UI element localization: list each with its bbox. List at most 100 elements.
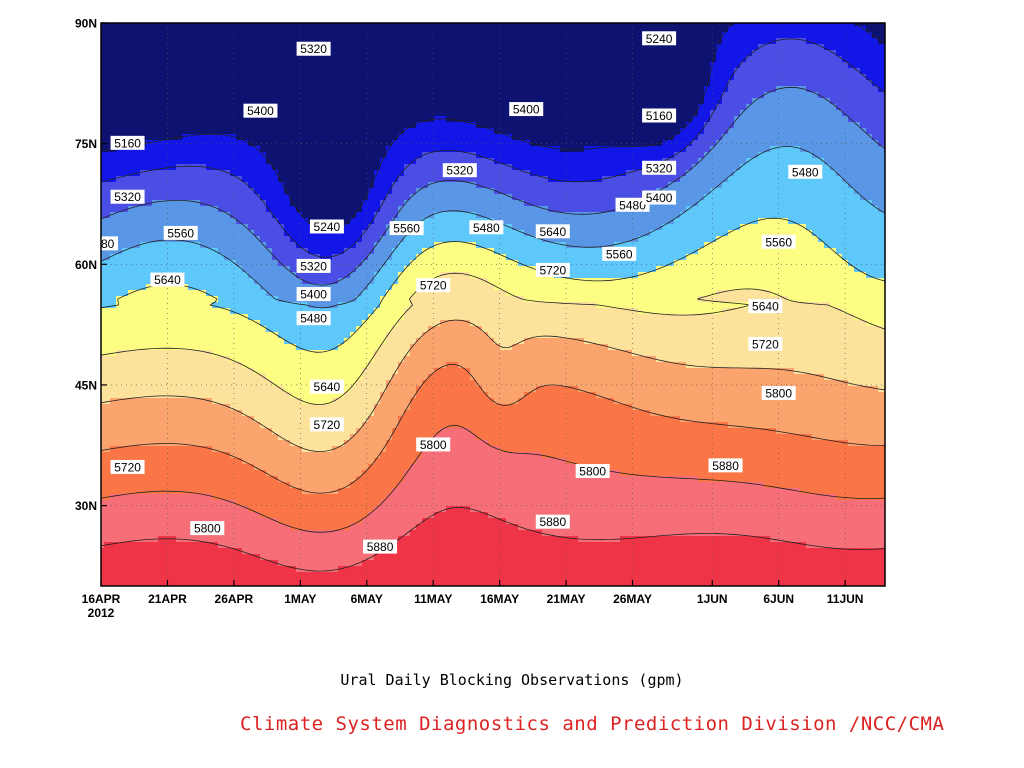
contour-fill-cell [398,56,405,63]
contour-fill-cell [326,38,333,45]
contour-fill-cell [650,23,657,27]
contour-fill-cell [146,164,153,171]
contour-fill-cell [608,194,615,201]
contour-fill-cell [524,230,531,237]
contour-fill-cell [536,170,543,177]
contour-fill-cell [794,44,801,51]
contour-fill-cell [680,128,687,135]
contour-fill-cell [242,182,249,189]
contour-fill-cell [698,194,705,201]
contour-fill-cell [440,50,447,57]
contour-fill-cell [794,152,801,159]
contour-fill-cell [176,218,183,225]
contour-fill-cell [602,224,609,231]
contour-fill-cell [386,152,393,159]
contour-fill-cell [380,62,387,69]
contour-fill-cell [170,146,177,153]
contour-fill-cell [680,158,687,165]
contour-fill-cell [518,80,525,87]
contour-fill-cell [740,68,747,75]
contour-fill-cell [356,23,363,27]
contour-fill-cell [836,110,843,117]
contour-fill-cell [800,218,807,225]
contour-fill-cell [266,200,273,207]
contour-fill-cell [428,62,435,69]
contour-fill-cell [518,188,525,195]
contour-fill-cell [578,44,585,51]
contour-fill-cell [128,110,135,117]
contour-fill-cell [764,50,771,57]
contour-fill-cell [290,164,297,171]
contour-fill-cell [686,230,693,237]
contour-fill-cell [356,242,363,249]
contour-fill-cell [356,98,363,105]
contour-fill-cell [812,92,819,99]
contour-fill-cell [380,170,387,177]
contour-fill-cell [818,122,825,129]
contour-fill-cell [284,104,291,111]
contour-fill-cell [758,104,765,111]
contour-fill-cell [470,38,477,45]
contour-fill-cell [662,134,669,141]
contour-fill-cell [452,188,459,195]
contour-fill-cell [740,188,747,195]
contour-fill-cell [452,146,459,153]
contour-fill-cell [410,86,417,93]
contour-fill-cell [290,236,297,243]
contour-fill-cell [218,164,225,171]
contour-fill-cell [326,236,333,243]
contour-fill-cell [386,38,393,45]
contour-fill-cell [182,146,189,153]
contour-fill-cell [734,146,741,153]
contour-fill-cell [146,194,153,201]
contour-fill-cell [212,182,219,189]
contour-fill-cell [608,68,615,75]
contour-fill-cell [728,23,735,27]
contour-fill-cell [338,242,345,249]
contour-fill-cell [338,164,345,171]
contour-fill-cell [770,116,777,123]
contour-fill-cell [740,194,747,201]
contour-fill-cell [284,86,291,93]
contour-fill-cell [758,128,765,135]
contour-fill-cell [320,182,327,189]
contour-fill-cell [410,140,417,147]
contour-fill-cell [836,56,843,63]
contour-fill-cell [230,170,237,177]
contour-fill-cell [536,242,543,249]
contour-fill-cell [650,50,657,57]
contour-fill-cell [344,116,351,123]
contour-fill-cell [338,98,345,105]
contour-fill-cell [302,176,309,183]
contour-fill-cell [674,116,681,123]
contour-fill-cell [170,206,177,213]
contour-fill-cell [332,200,339,207]
contour-fill-cell [206,170,213,177]
contour-fill-cell [674,218,681,225]
contour-fill-cell [596,242,603,249]
contour-fill-cell [272,194,279,201]
contour-fill-cell [122,26,129,33]
contour-fill-cell [638,50,645,57]
contour-fill-cell [542,242,549,249]
contour-fill-cell [800,230,807,237]
contour-fill-cell [686,242,693,249]
contour-fill-cell [224,146,231,153]
contour-fill-cell [806,44,813,51]
contour-fill-cell [314,32,321,39]
contour-fill-cell [662,230,669,237]
contour-fill-cell [284,56,291,63]
contour-fill-cell [446,200,453,207]
contour-fill-cell [704,140,711,147]
contour-fill-cell [158,182,165,189]
contour-fill-cell [296,23,303,27]
contour-fill-cell [728,98,735,105]
contour-fill-cell [374,140,381,147]
contour-fill-cell [512,200,519,207]
contour-fill-cell [662,80,669,87]
contour-fill-cell [842,23,849,27]
contour-fill-cell [242,212,249,219]
contour-fill-cell [638,128,645,135]
contour-fill-cell [440,224,447,231]
contour-fill-cell [740,128,747,135]
